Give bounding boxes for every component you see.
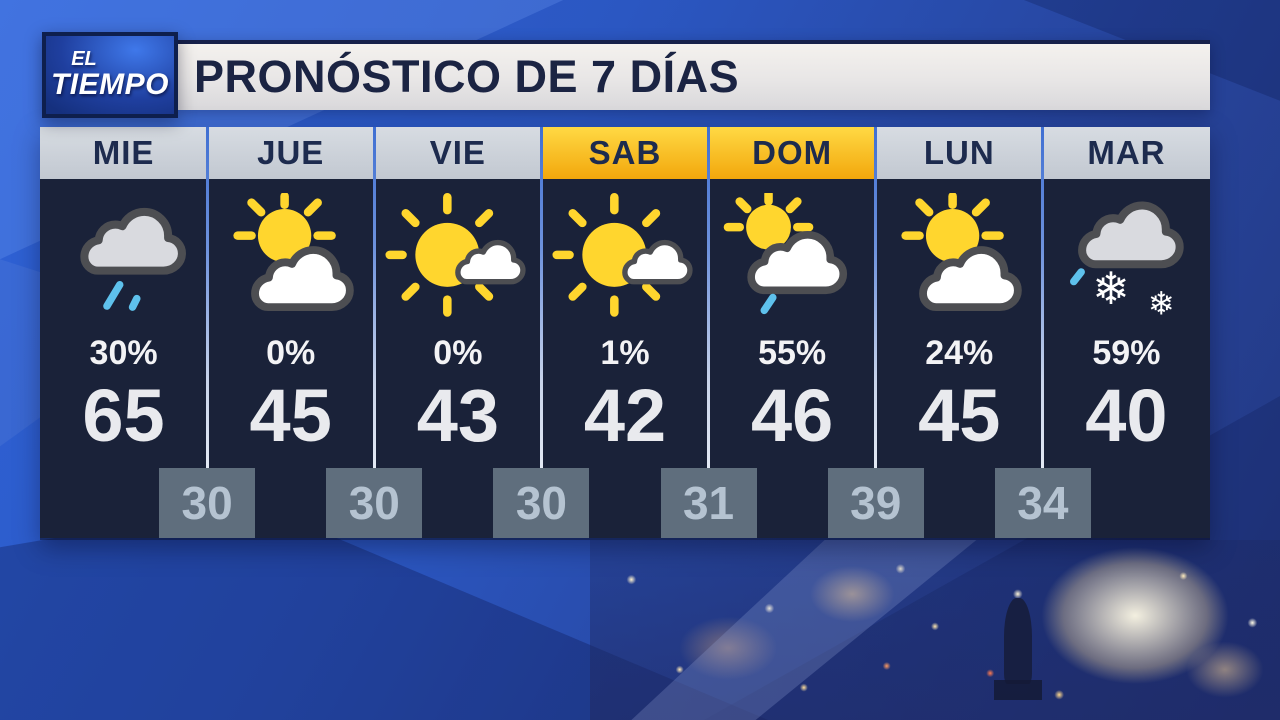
column-divider [707, 127, 711, 538]
city-night-photo [590, 540, 1280, 720]
cloud-rain-icon [40, 179, 207, 331]
day-name-label: SAB [588, 134, 662, 171]
logo-text-el: EL [71, 48, 97, 71]
precip-chance: 55% [758, 333, 827, 372]
svg-text:❄: ❄ [1093, 262, 1131, 315]
day-name-label: DOM [752, 134, 833, 171]
day-name-label: VIE [429, 134, 486, 171]
precip-chance: 59% [1092, 333, 1161, 372]
low-temp-box: 34 [994, 468, 1091, 538]
precip-chance: 30% [89, 333, 158, 372]
day-name-label: LUN [923, 134, 995, 171]
page-title: PRONÓSTICO DE 7 DÍAS [194, 51, 740, 102]
day-header: MIE [40, 127, 208, 179]
day-column: DOM 55% 46 [708, 127, 876, 538]
high-temp: 43 [416, 374, 499, 457]
day-forecast: 55% 46 [708, 179, 876, 538]
cloud-snow-icon: ❄ ❄ [1043, 179, 1210, 331]
precip-chance: 1% [600, 333, 650, 372]
day-name-label: MIE [92, 134, 155, 171]
svg-text:❄: ❄ [1148, 285, 1175, 321]
cloud-sun-shower-icon [709, 179, 876, 331]
high-temp: 40 [1085, 374, 1168, 457]
column-divider [874, 127, 878, 538]
column-divider [539, 127, 543, 538]
mostly-sunny-icon [374, 179, 541, 331]
low-temp-box: 30 [159, 468, 256, 538]
mostly-sunny-icon [541, 179, 708, 331]
forecast-grid: MIE 30% 65 JUE 0% 45 VIE 0% 43 SAB [40, 127, 1210, 540]
forecast-panel: PRONÓSTICO DE 7 DÍAS EL TIEMPO MIE 30% 6… [40, 32, 1210, 540]
low-temp-box: 31 [660, 468, 757, 538]
day-column: MAR ❄ ❄ 59% 40 [1042, 127, 1210, 538]
precip-chance: 0% [433, 333, 483, 372]
column-divider [205, 127, 209, 538]
day-name-label: JUE [257, 134, 325, 171]
column-divider [372, 127, 376, 538]
precip-chance: 24% [925, 333, 994, 372]
logo-text-tiempo: TIEMPO [50, 68, 169, 102]
el-tiempo-logo: EL TIEMPO [42, 32, 178, 118]
title-bar: PRONÓSTICO DE 7 DÍAS [178, 40, 1210, 110]
low-temp-box: 30 [493, 468, 590, 538]
column-divider [1041, 127, 1045, 538]
high-temp: 65 [82, 374, 165, 457]
day-header: DOM [708, 127, 876, 179]
day-header: JUE [207, 127, 375, 179]
statue-silhouette [994, 598, 1042, 700]
day-header: VIE [374, 127, 542, 179]
high-temp: 45 [918, 374, 1001, 457]
day-header: LUN [875, 127, 1043, 179]
high-temp: 45 [249, 374, 332, 457]
sun-behind-cloud-icon [207, 179, 374, 331]
low-temp-box: 30 [326, 468, 423, 538]
precip-chance: 0% [266, 333, 316, 372]
low-temp-box: 39 [827, 468, 924, 538]
day-header: SAB [541, 127, 709, 179]
high-temp: 46 [750, 374, 834, 457]
sun-behind-cloud-icon [876, 179, 1043, 331]
day-name-label: MAR [1087, 134, 1166, 171]
day-header: MAR [1042, 127, 1210, 179]
high-temp: 42 [583, 374, 667, 457]
